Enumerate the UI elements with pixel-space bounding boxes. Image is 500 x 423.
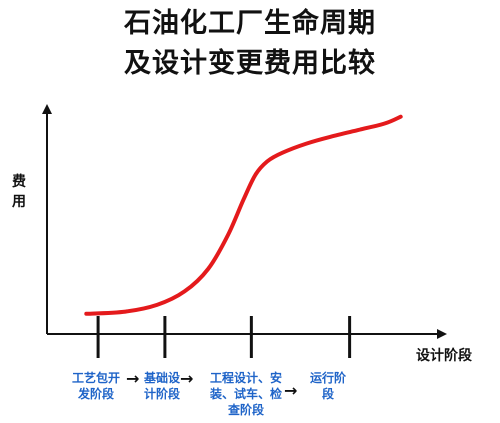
stage-arrows: → → → xyxy=(126,369,297,400)
stage-label-2: 基础设 计阶段 xyxy=(134,370,190,402)
cost-curve-series xyxy=(84,114,403,316)
stage-label-2-line-2: 计阶段 xyxy=(143,387,180,401)
chart-title-line-2: 及设计变更费用比较 xyxy=(124,48,376,79)
stage-label-2-line-1: 基础设 xyxy=(143,371,180,385)
chart-title-line-1: 石油化工厂生命周期 xyxy=(124,8,376,39)
stage-label-1-line-1: 工艺包开 xyxy=(71,371,120,385)
stage-label-3-line-2: 装、试车、检 xyxy=(209,387,282,401)
stage-arrow-2: → xyxy=(180,369,193,388)
stage-label-1: 工艺包开 发阶段 xyxy=(58,370,134,402)
stage-arrow-1: → xyxy=(126,369,139,388)
stage-label-1-line-2: 发阶段 xyxy=(77,387,114,401)
stage-label-3: 工程设计、安 装、试车、检 查阶段 xyxy=(198,370,294,418)
stage-label-4-line-1: 运行阶 xyxy=(309,371,346,385)
y-axis-label-char-2: 用 xyxy=(12,194,26,210)
stage-label-3-line-3: 查阶段 xyxy=(227,403,264,417)
chart-title: 石油化工厂生命周期 及设计变更费用比较 xyxy=(0,4,500,84)
y-axis-label-char-1: 费 xyxy=(12,173,26,190)
stage-arrow-3: → xyxy=(284,381,297,400)
stage-label-4-line-2: 段 xyxy=(321,387,334,401)
stage-ticks xyxy=(96,316,352,358)
x-axis-label: 设计阶段 xyxy=(416,347,472,364)
stage-label-3-line-1: 工程设计、安 xyxy=(209,371,282,385)
stage-label-4: 运行阶 段 xyxy=(300,370,356,402)
